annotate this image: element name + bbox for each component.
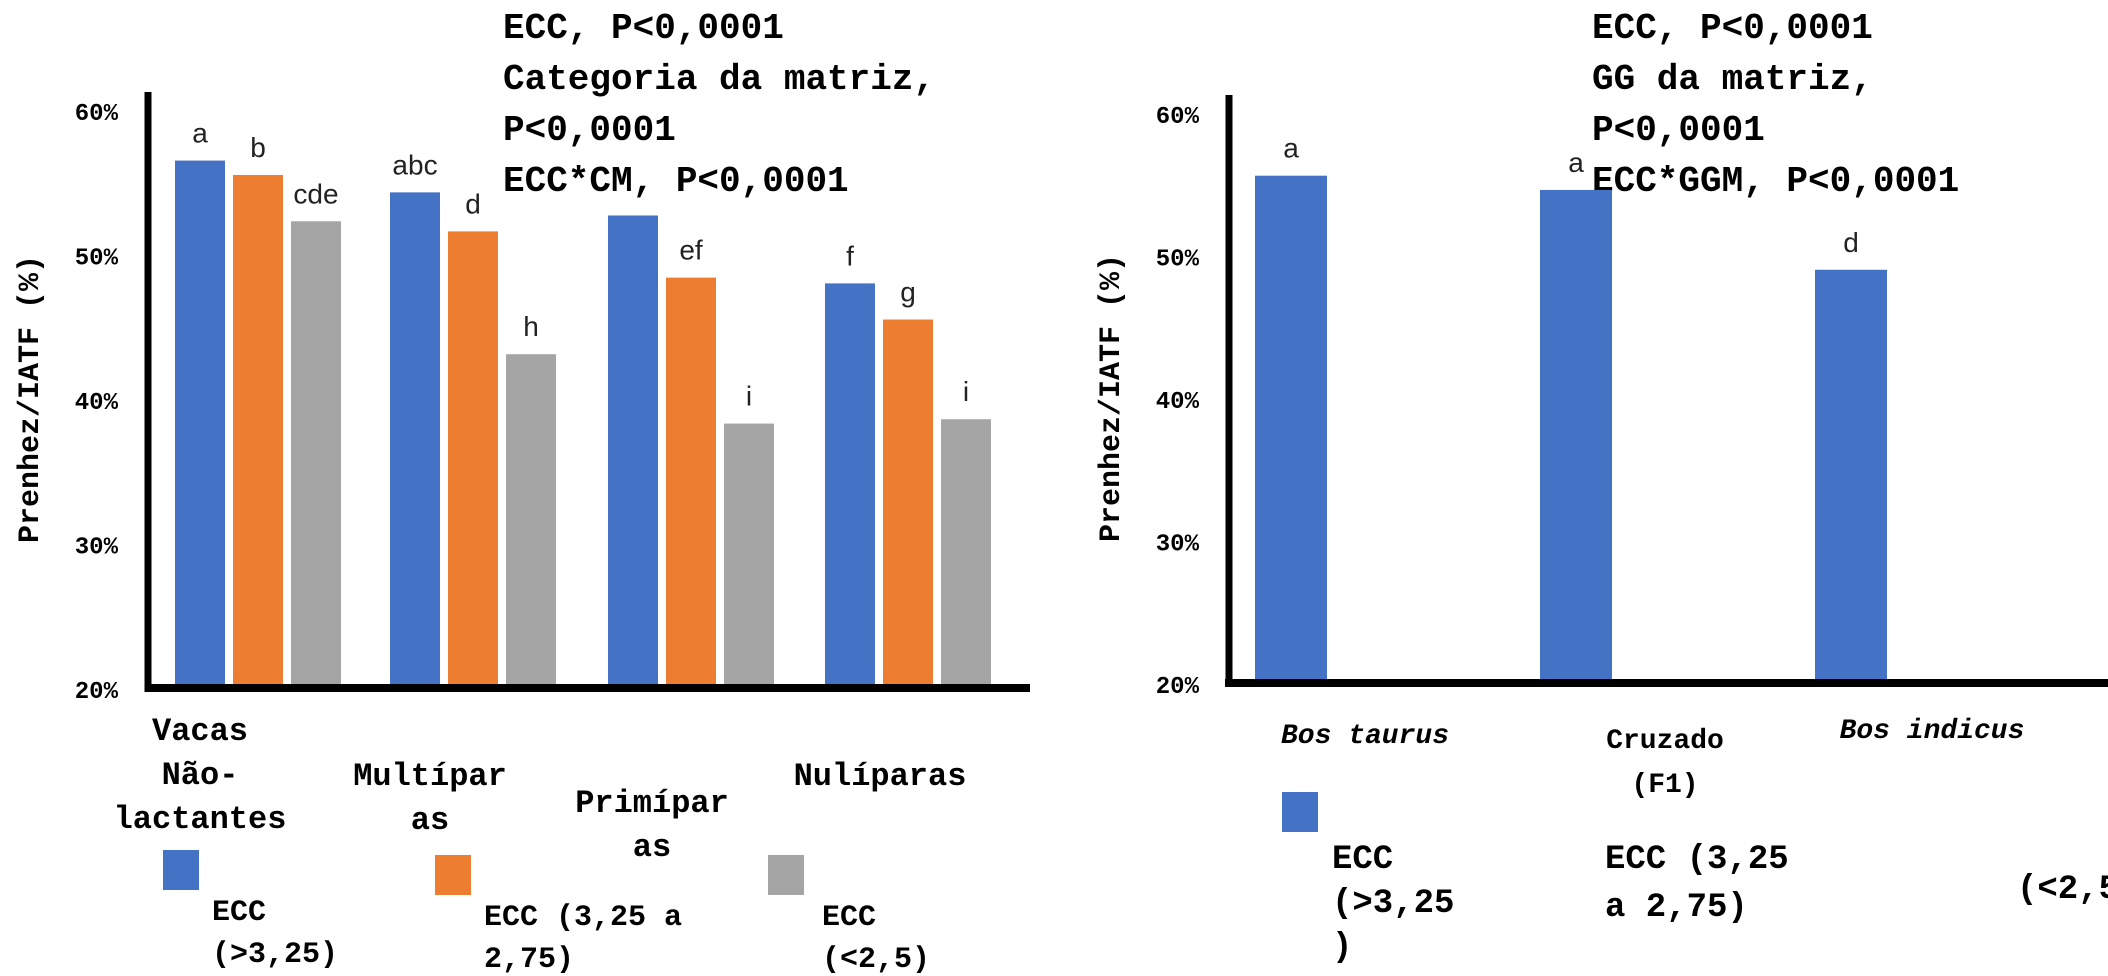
data-label: b — [250, 132, 266, 163]
y-axis-label: Prenhez/IATF (%) — [1095, 254, 1129, 542]
y-axis-label: Prenhez/IATF (%) — [14, 255, 48, 543]
data-label: cde — [293, 178, 338, 209]
legend-label: ECC — [212, 896, 266, 930]
stats-line: P<0,0001 — [503, 110, 676, 151]
bar — [448, 231, 498, 688]
legend-label: ECC — [822, 901, 876, 935]
bar — [506, 354, 556, 688]
legend-label: (>3,25 — [1332, 885, 1454, 923]
data-label: a — [192, 118, 208, 149]
legend-label: 2,75) — [484, 943, 574, 976]
legend-label: ) — [1332, 929, 1352, 967]
data-label: i — [963, 376, 969, 407]
bar — [291, 221, 341, 688]
x-tick-label: (F1) — [1631, 770, 1698, 801]
data-label: ef — [679, 235, 703, 266]
bar — [883, 319, 933, 688]
legend-swatch — [1282, 792, 1318, 832]
x-tick-label: Multípar — [353, 758, 507, 795]
y-tick-label: 60% — [1156, 104, 1200, 131]
x-tick-label: as — [633, 829, 671, 866]
x-tick-label: as — [411, 802, 449, 839]
stats-line: ECC*CM, P<0,0001 — [503, 161, 849, 202]
stats-line: ECC, P<0,0001 — [503, 8, 784, 49]
stats-line: Categoria da matriz, — [503, 59, 935, 100]
bar — [666, 277, 716, 688]
stats-line: ECC, P<0,0001 — [1592, 8, 1873, 49]
bar — [825, 283, 875, 688]
stats-line: GG da matriz, — [1592, 59, 1873, 100]
data-label: g — [900, 277, 916, 308]
x-tick-label: Cruzado — [1606, 726, 1724, 757]
x-tick-label: Bos indicus — [1840, 716, 2025, 747]
bar — [608, 215, 658, 689]
legend-label: ECC (3,25 — [1605, 841, 1789, 879]
stats-line: P<0,0001 — [1592, 110, 1765, 151]
data-label: a — [1283, 133, 1299, 164]
legend-label: ECC — [1332, 841, 1393, 879]
bar — [1815, 269, 1887, 683]
bar — [390, 192, 440, 689]
bar — [233, 175, 283, 688]
y-tick-label: 30% — [75, 535, 119, 562]
data-label: a — [1568, 147, 1584, 178]
legend-label: (<2,5) — [822, 943, 930, 976]
bar — [175, 160, 225, 688]
y-tick-label: 20% — [75, 679, 119, 706]
data-label: d — [465, 188, 481, 219]
y-tick-label: 30% — [1156, 532, 1200, 559]
bar — [1540, 189, 1612, 683]
legend-label: ECC (3,25 a — [484, 901, 682, 935]
legend-swatch — [163, 850, 199, 890]
legend-swatch — [435, 855, 471, 895]
data-label: f — [846, 240, 854, 271]
legend-label: (<2,5) — [2017, 871, 2108, 909]
y-tick-label: 50% — [1156, 247, 1200, 274]
x-tick-label: Nulíparas — [794, 758, 967, 795]
legend-swatch — [768, 855, 804, 895]
x-tick-label: Primípar — [575, 785, 729, 822]
bar — [724, 423, 774, 688]
legend-label: a 2,75) — [1605, 889, 1748, 927]
y-tick-label: 60% — [75, 101, 119, 128]
y-tick-label: 50% — [75, 246, 119, 273]
data-label: i — [746, 381, 752, 412]
y-tick-label: 20% — [1156, 674, 1200, 701]
x-tick-label: Vacas — [152, 713, 248, 750]
legend-label: (>3,25) — [212, 938, 338, 972]
y-tick-label: 40% — [1156, 389, 1200, 416]
data-label: d — [1843, 227, 1859, 258]
y-tick-label: 40% — [75, 390, 119, 417]
stats-line: ECC*GGM, P<0,0001 — [1592, 161, 1959, 202]
x-tick-label: lactantes — [114, 801, 287, 838]
x-tick-label: Não- — [162, 757, 239, 794]
data-label: h — [523, 311, 539, 342]
data-label: abc — [392, 149, 437, 180]
bar — [1255, 175, 1327, 683]
x-tick-label: Bos taurus — [1281, 721, 1449, 752]
bar — [941, 419, 991, 688]
